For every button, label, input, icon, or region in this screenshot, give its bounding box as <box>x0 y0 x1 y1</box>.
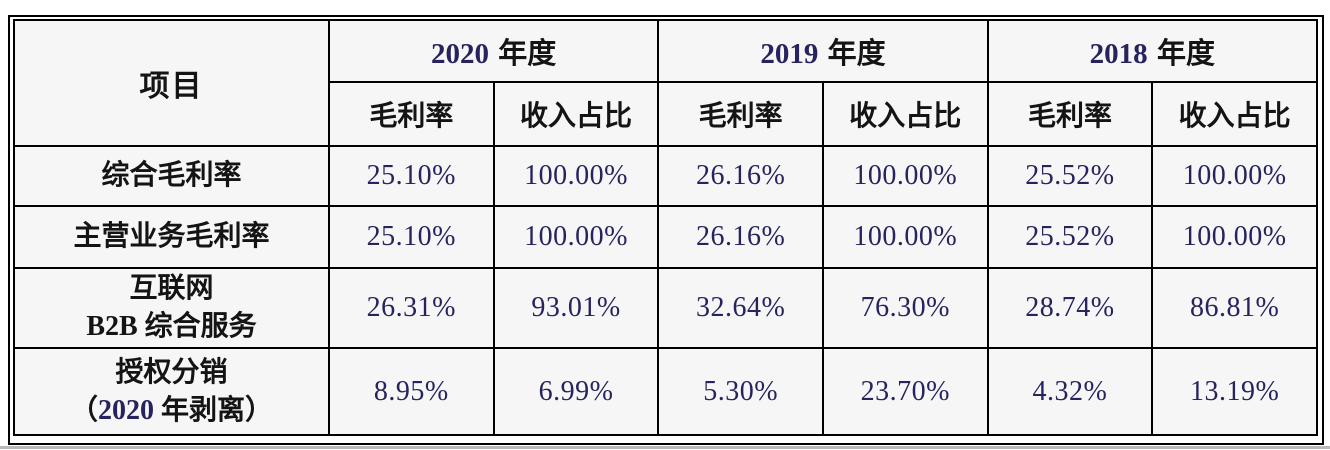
row-label: 综合毛利率 <box>13 144 330 208</box>
year-number: 2019 <box>760 38 819 70</box>
table-header-row-metrics: 毛利率 收入占比 毛利率 收入占比 毛利率 收入占比 <box>14 81 1318 147</box>
table-row-composite-margin: 综合毛利率 25.10% 100.00% 26.16% 100.00% 25.5… <box>13 144 1318 208</box>
row-label-line: B2B 综合服务 <box>86 311 257 343</box>
value-cell: 76.30% <box>821 266 989 350</box>
item-column-header: 项目 <box>13 19 330 147</box>
value-cell: 100.00% <box>1151 205 1318 269</box>
value-cell: 28.74% <box>986 266 1154 350</box>
gross-margin-table: 项目 2020 年度 2019 年度 2018 年度 毛利率 收入占比 毛利率 收入占… <box>13 19 1319 436</box>
value-cell: 100.00% <box>1151 144 1318 208</box>
value-cell: 25.52% <box>986 144 1154 208</box>
year-number: 2020 <box>431 38 490 70</box>
table-frame: 项目 2020 年度 2019 年度 2018 年度 毛利率 收入占比 毛利率 收入占… <box>8 15 1324 445</box>
row-label: 授权分销 （2020 年剥离） <box>13 347 330 436</box>
table-row-licensed-distribution: 授权分销 （2020 年剥离） 8.95% 6.99% 5.30% 23.70%… <box>13 347 1318 436</box>
subheader-revenue-share-2018: 收入占比 <box>1151 81 1318 147</box>
value-cell: 100.00% <box>821 144 989 208</box>
value-cell: 100.00% <box>492 205 660 269</box>
row-label: 主营业务毛利率 <box>13 205 330 269</box>
year-header-2019: 2019 年度 <box>657 19 989 83</box>
value-cell: 32.64% <box>657 266 824 350</box>
subheader-gross-margin-2019: 毛利率 <box>657 81 824 147</box>
value-cell: 26.31% <box>328 266 495 350</box>
value-cell: 93.01% <box>492 266 660 350</box>
value-cell: 100.00% <box>821 205 989 269</box>
year-unit: 年度 <box>498 38 557 70</box>
value-cell: 25.10% <box>328 144 495 208</box>
value-cell: 8.95% <box>328 347 495 436</box>
value-cell: 26.16% <box>657 205 824 269</box>
row-label: 互联网 B2B 综合服务 <box>13 266 330 350</box>
year-header-2020: 2020 年度 <box>327 19 660 83</box>
subheader-revenue-share-2019: 收入占比 <box>821 81 989 147</box>
table-row-internet-b2b: 互联网 B2B 综合服务 26.31% 93.01% 32.64% 76.30%… <box>13 266 1318 350</box>
bottom-edge-shadow <box>0 446 1330 449</box>
row-label-line: （2020 年剥离） <box>69 394 274 426</box>
value-cell: 25.52% <box>986 205 1154 269</box>
value-cell: 86.81% <box>1151 266 1318 350</box>
row-label-line: 主营业务毛利率 <box>73 221 270 253</box>
value-cell: 23.70% <box>821 347 989 436</box>
value-cell: 4.32% <box>986 347 1154 436</box>
year-header-2018: 2018 年度 <box>986 19 1319 83</box>
subheader-revenue-share-2020: 收入占比 <box>492 81 660 147</box>
value-cell: 25.10% <box>328 205 495 269</box>
year-unit: 年度 <box>1156 38 1215 70</box>
row-label-line: 授权分销 <box>115 356 228 388</box>
year-number: 2018 <box>1089 38 1148 70</box>
table-row-main-business-margin: 主营业务毛利率 25.10% 100.00% 26.16% 100.00% 25… <box>13 205 1318 269</box>
row-label-line: 综合毛利率 <box>101 160 242 192</box>
subheader-gross-margin-2020: 毛利率 <box>328 81 495 147</box>
year-unit: 年度 <box>827 38 886 70</box>
value-cell: 6.99% <box>492 347 660 436</box>
subheader-gross-margin-2018: 毛利率 <box>986 81 1154 147</box>
row-label-line: 互联网 <box>129 273 214 305</box>
table-header-row-years: 项目 2020 年度 2019 年度 2018 年度 <box>13 19 1319 147</box>
value-cell: 5.30% <box>657 347 824 436</box>
value-cell: 100.00% <box>492 144 660 208</box>
value-cell: 13.19% <box>1151 347 1318 436</box>
value-cell: 26.16% <box>657 144 824 208</box>
